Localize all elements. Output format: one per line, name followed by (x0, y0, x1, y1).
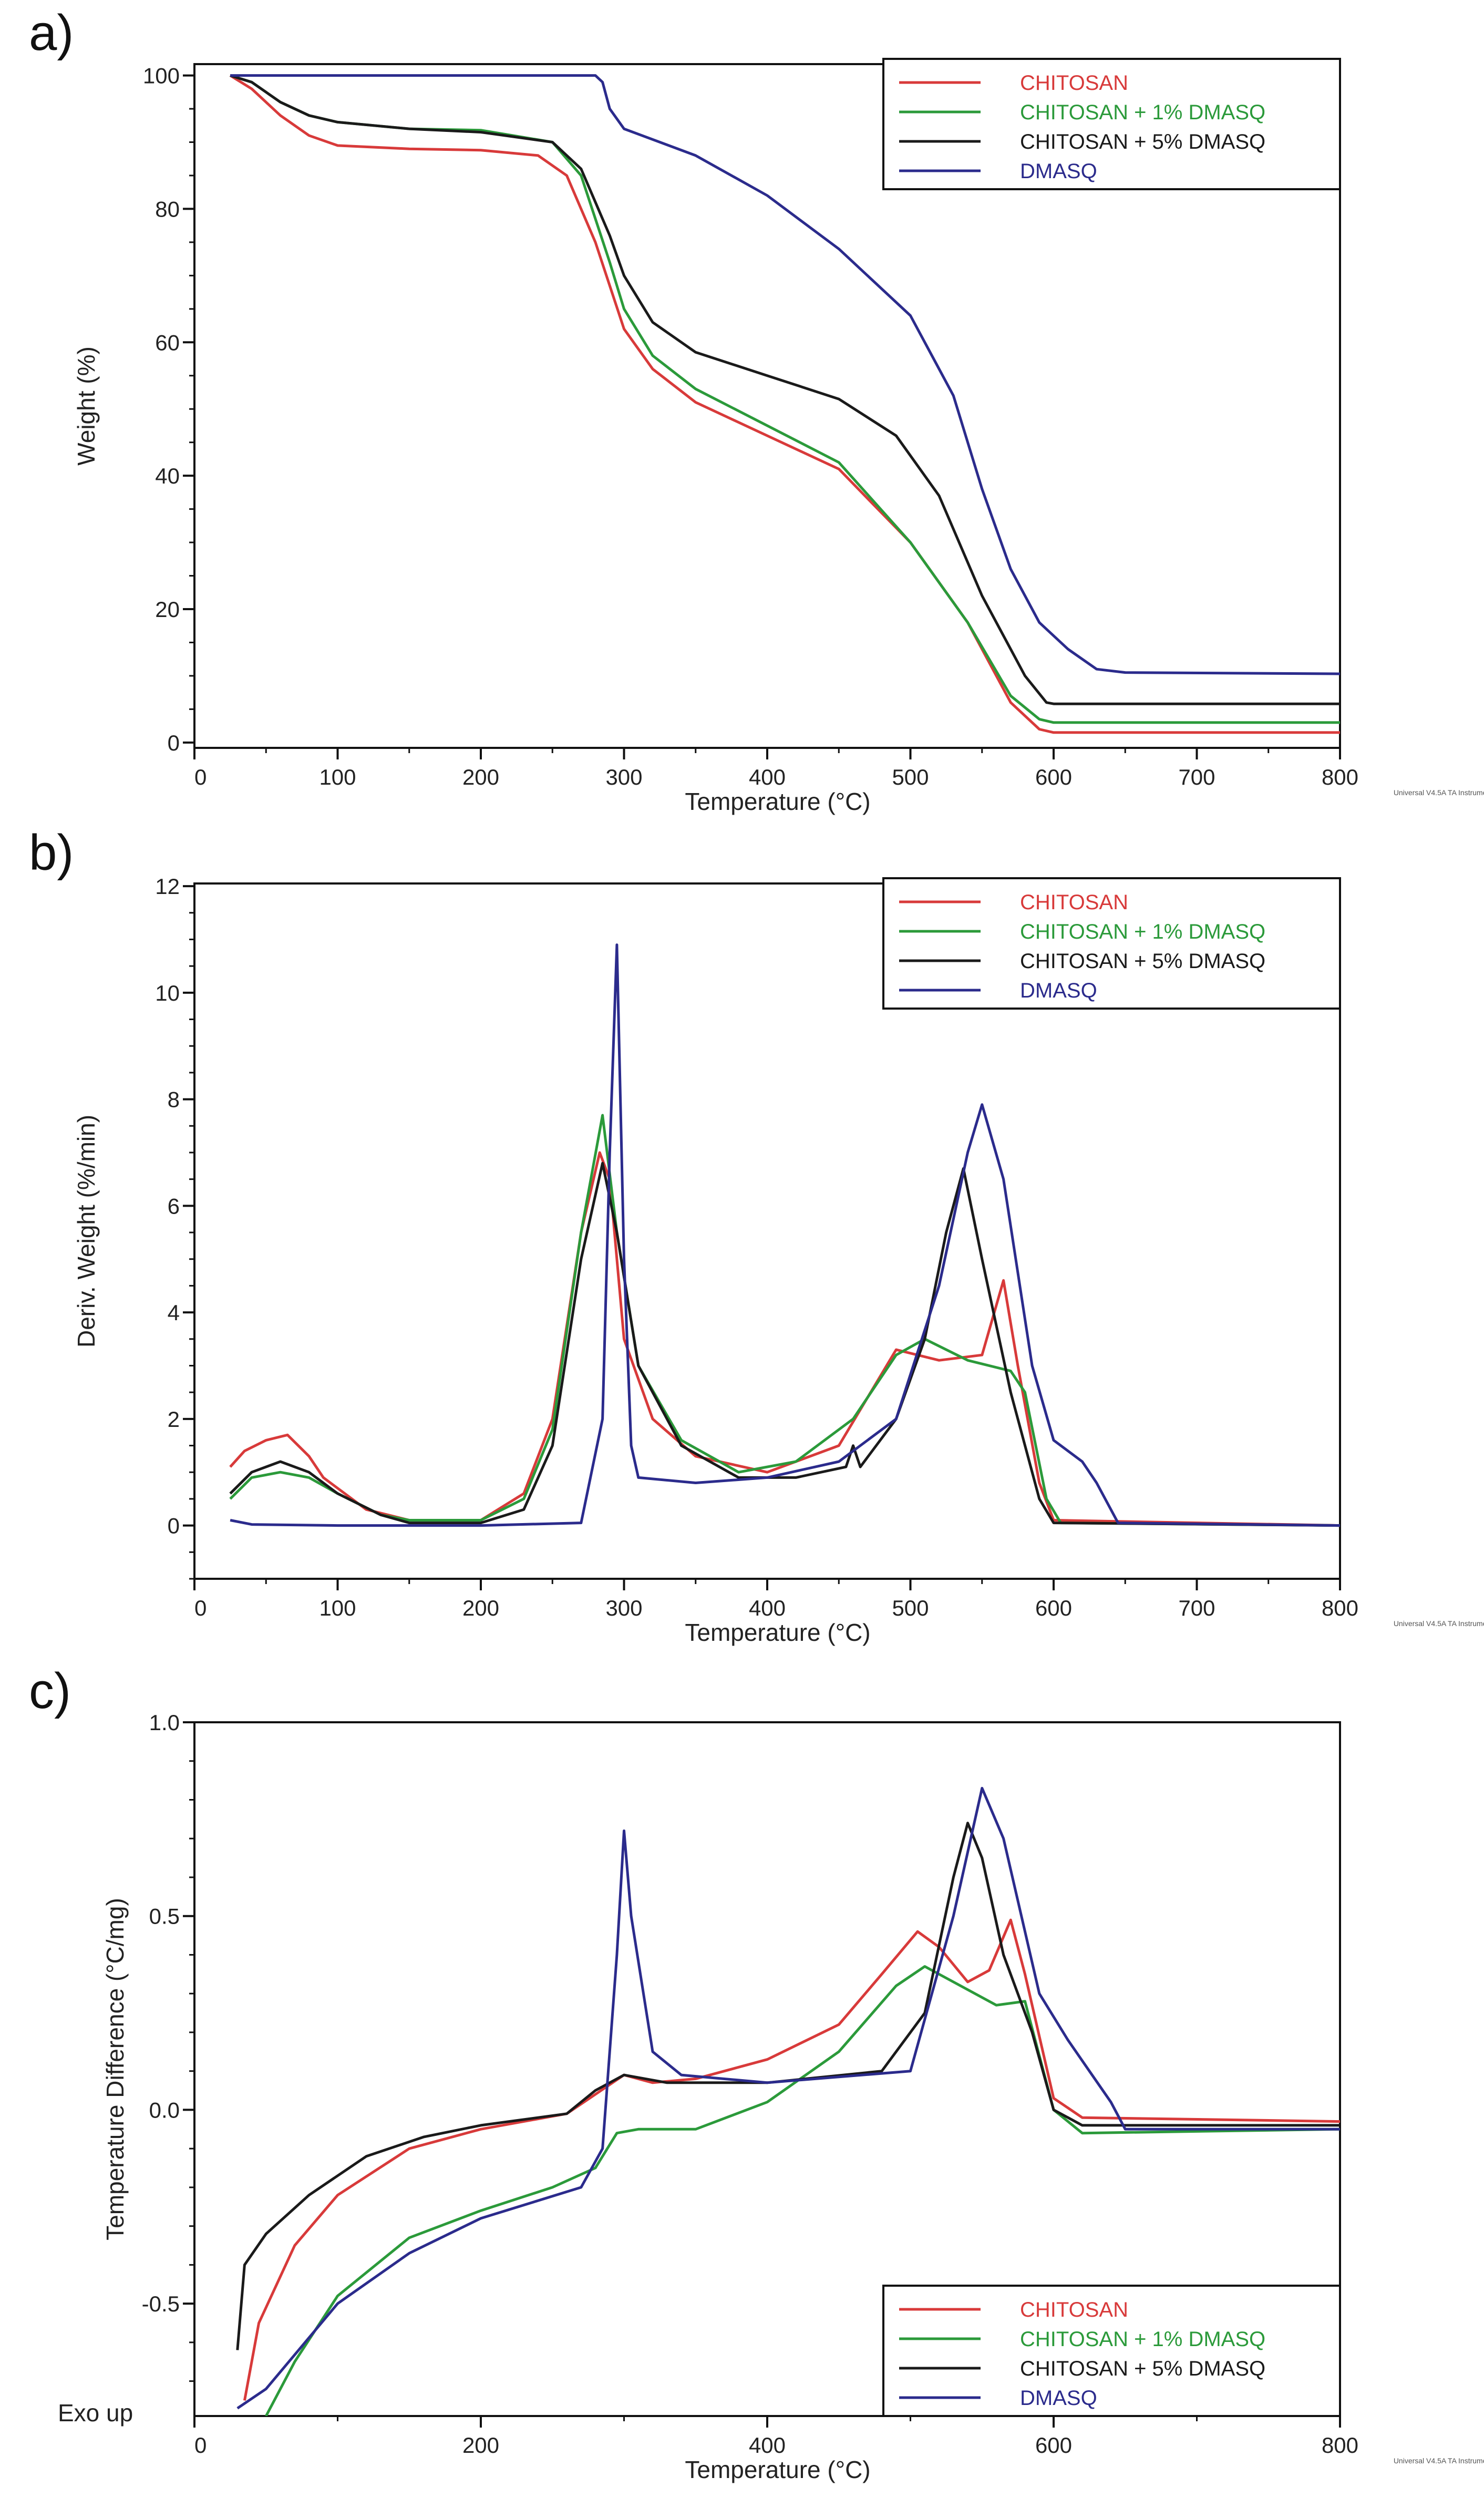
x-tick-label: 100 (319, 765, 356, 789)
x-tick-label: 200 (462, 2433, 499, 2458)
legend: CHITOSAN CHITOSAN + 1% DMASQ CHITOSAN + 5%… (882, 58, 1341, 190)
chart-panel-b: b) 0 100 200 300 400 500 600 700 800 0 2 4 6 8 10 12 Temp… (29, 825, 1484, 1646)
x-axis-title: Temperature (°C) (685, 788, 870, 815)
series-line-chitosan (229, 1151, 1340, 1527)
exo-up-label: Exo up (58, 2399, 133, 2427)
y-tick-label: 0.5 (149, 1904, 180, 1929)
x-tick-label: 400 (749, 2433, 786, 2458)
y-tick-label: 100 (143, 64, 180, 88)
x-tick-label: 700 (1178, 765, 1215, 789)
chart-panel-c: c) 0 200 400 600 800 -0.5 0.0 0.5 1.0 Temperature … (29, 1663, 1484, 2483)
y-axis-title: Deriv. Weight (%/min) (73, 1115, 100, 1348)
legend-label: CHITOSAN + 1% DMASQ (1020, 920, 1265, 943)
x-tick-label: 0 (194, 1596, 207, 1620)
x-tick-label: 0 (194, 2433, 207, 2458)
x-tick-label: 300 (605, 1596, 642, 1620)
panel-label: a) (29, 5, 74, 61)
legend-box (882, 2285, 1341, 2417)
x-tick-label: 800 (1322, 765, 1358, 789)
legend-label: CHITOSAN + 1% DMASQ (1020, 2328, 1265, 2351)
instrument-watermark: Universal V4.5A TA Instruments (1394, 788, 1484, 797)
y-tick-label: 2 (168, 1407, 180, 1432)
y-tick-label: 10 (155, 981, 180, 1005)
y-tick-label: -0.5 (142, 2291, 180, 2316)
x-tick-label: 500 (892, 1596, 929, 1620)
x-tick-label: 0 (194, 765, 207, 789)
series-line-chitosan-1-dmasq (229, 1114, 1340, 1527)
legend-label: CHITOSAN (1020, 891, 1128, 914)
x-tick-label: 300 (605, 765, 642, 789)
legend-label: CHITOSAN (1020, 2298, 1128, 2321)
x-tick-label: 200 (462, 765, 499, 789)
x-tick-label: 200 (462, 1596, 499, 1620)
legend-label: CHITOSAN + 5% DMASQ (1020, 2357, 1265, 2380)
x-tick-label: 600 (1035, 1596, 1072, 1620)
panel-label: c) (29, 1663, 71, 1719)
series-line-dmasq (230, 943, 1340, 1527)
x-tick-label: 100 (319, 1596, 356, 1620)
x-tick-label: 500 (892, 765, 929, 789)
y-tick-label: 20 (155, 597, 180, 622)
series-line-chitosan (229, 74, 1340, 734)
y-tick-label: 6 (168, 1194, 180, 1218)
series-line-dmasq (230, 74, 1340, 675)
legend-label: DMASQ (1020, 2387, 1097, 2410)
y-axis-title: Temperature Difference (°C/mg) (101, 1898, 129, 2240)
y-tick-label: 0 (168, 731, 180, 755)
panel-label: b) (29, 825, 74, 881)
legend-box (882, 58, 1341, 190)
x-tick-label: 700 (1178, 1596, 1215, 1620)
instrument-watermark: Universal V4.5A TA Instruments (1394, 1619, 1484, 1628)
x-axis-title: Temperature (°C) (685, 2456, 870, 2483)
instrument-watermark: Universal V4.5A TA Instruments (1394, 2456, 1484, 2465)
y-tick-label: 60 (155, 330, 180, 355)
chart-panel-a: a) 0 100 200 300 400 500 600 700 800 0 20 40 60 80 100 T… (29, 5, 1484, 815)
y-tick-label: 4 (168, 1300, 180, 1325)
series-line-chitosan-5-dmasq (236, 1822, 1340, 2350)
x-tick-label: 400 (749, 1596, 786, 1620)
x-tick-label: 600 (1035, 2433, 1072, 2458)
legend-label: CHITOSAN + 5% DMASQ (1020, 130, 1265, 153)
series-line-chitosan-5-dmasq (229, 1161, 1340, 1527)
y-tick-label: 12 (155, 874, 180, 899)
legend-label: CHITOSAN + 1% DMASQ (1020, 101, 1265, 124)
x-tick-label: 800 (1322, 1596, 1358, 1620)
legend-box (882, 877, 1341, 1010)
x-tick-label: 400 (749, 765, 786, 789)
legend-label: CHITOSAN (1020, 71, 1128, 95)
y-tick-label: 1.0 (149, 1710, 180, 1735)
legend: CHITOSAN CHITOSAN + 1% DMASQ CHITOSAN + 5%… (882, 2285, 1341, 2417)
x-axis-title: Temperature (°C) (685, 1619, 870, 1646)
y-tick-label: 40 (155, 464, 180, 488)
y-tick-label: 0.0 (149, 2098, 180, 2122)
y-tick-label: 8 (168, 1087, 180, 1112)
y-tick-label: 80 (155, 197, 180, 221)
legend: CHITOSAN CHITOSAN + 1% DMASQ CHITOSAN + 5%… (882, 877, 1341, 1010)
series-line-chitosan (243, 1918, 1340, 2401)
legend-label: DMASQ (1020, 979, 1097, 1002)
y-tick-label: 0 (168, 1514, 180, 1538)
series-line-chitosan-5-dmasq (230, 74, 1340, 705)
x-tick-label: 600 (1035, 765, 1072, 789)
legend-label: CHITOSAN + 5% DMASQ (1020, 950, 1265, 973)
y-axis-title: Weight (%) (73, 346, 100, 466)
legend-label: DMASQ (1020, 160, 1097, 183)
x-tick-label: 800 (1322, 2433, 1358, 2458)
series-line-dmasq (236, 1786, 1340, 2410)
